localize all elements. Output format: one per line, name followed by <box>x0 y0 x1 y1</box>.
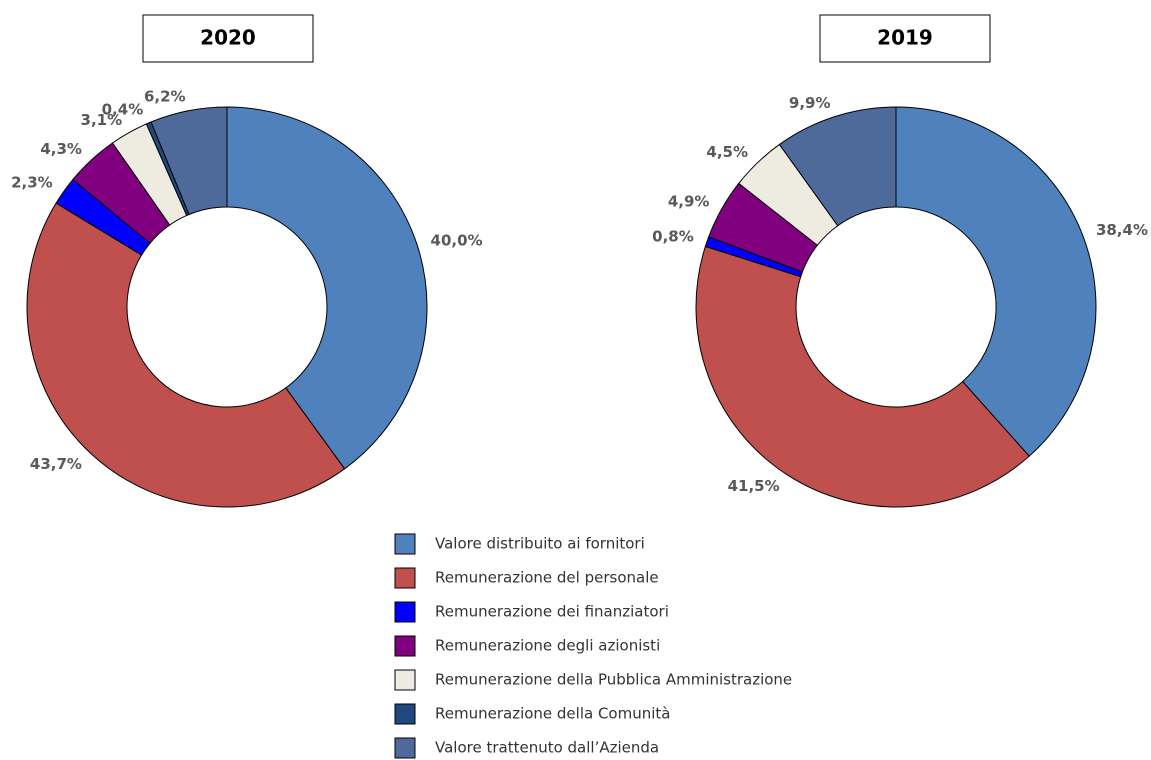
legend-label: Valore distribuito ai fornitori <box>435 535 645 553</box>
title-box <box>142 14 314 63</box>
donut-segment <box>226 106 428 470</box>
chart-title: 2020 <box>200 26 256 50</box>
donut-segment <box>150 106 228 216</box>
donut-segment <box>895 106 1097 457</box>
data-label: 40,0% <box>431 231 483 249</box>
legend-label: Remunerazione dei finanziatori <box>435 603 669 621</box>
data-label: 38,4% <box>1096 221 1148 239</box>
legend-swatch <box>394 601 416 623</box>
data-label: 43,7% <box>30 455 82 473</box>
legend-swatch <box>394 635 416 657</box>
chart-title: 2019 <box>877 26 933 50</box>
data-label: 9,9% <box>789 94 831 112</box>
title-box <box>819 14 991 63</box>
legend-label: Remunerazione degli azionisti <box>435 637 660 655</box>
legend-label: Valore trattenuto dall’Azienda <box>435 739 659 757</box>
legend-label: Remunerazione della Pubblica Amministraz… <box>435 671 792 689</box>
data-label: 6,2% <box>144 88 186 106</box>
donut-segment <box>695 245 1030 508</box>
legend-swatch <box>394 533 416 555</box>
data-label: 4,9% <box>668 193 710 211</box>
legend-swatch <box>394 669 416 691</box>
legend-swatch <box>394 567 416 589</box>
data-label: 0,4% <box>102 101 144 119</box>
legend-label: Remunerazione del personale <box>435 569 659 587</box>
data-label: 4,5% <box>706 143 748 161</box>
data-label: 2,3% <box>11 173 53 191</box>
legend-label: Remunerazione della Comunità <box>435 705 670 723</box>
legend-swatch <box>394 703 416 725</box>
data-label: 3,1% <box>81 111 123 129</box>
data-label: 41,5% <box>728 477 780 495</box>
donut-segment <box>778 106 897 227</box>
legend-swatch <box>394 737 416 759</box>
donut-segment <box>26 202 346 508</box>
data-label: 4,3% <box>40 140 82 158</box>
data-label: 0,8% <box>652 228 694 246</box>
